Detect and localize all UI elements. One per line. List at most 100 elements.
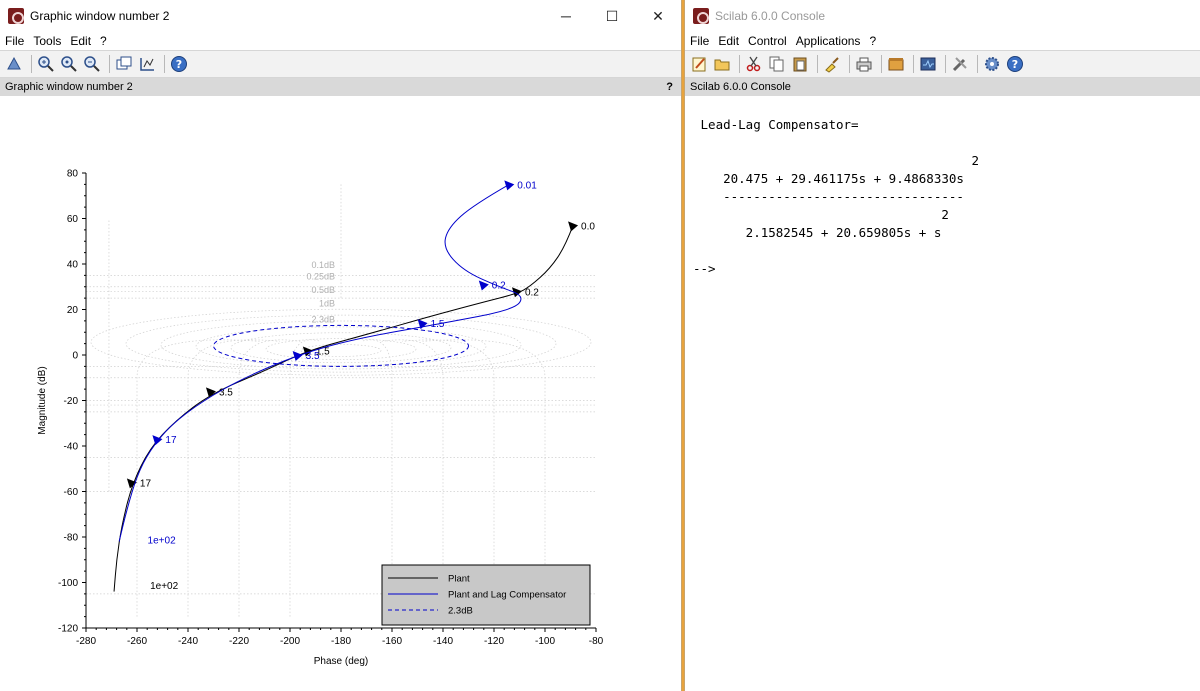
x-tick-label: -100: [535, 636, 555, 647]
editor-icon[interactable]: [689, 54, 709, 74]
rotate-icon[interactable]: [4, 54, 24, 74]
svg-text:?: ?: [1012, 58, 1018, 71]
y-tick-label: 60: [67, 214, 79, 225]
nichols-grid-phase-curve: [381, 339, 444, 617]
clear-icon[interactable]: [822, 54, 842, 74]
nichols-grid-phase-curve: [187, 339, 280, 617]
maximize-button[interactable]: ☐: [605, 7, 619, 24]
paste-icon[interactable]: [790, 54, 810, 74]
y-tick-label: 0: [72, 351, 78, 362]
nichols-grid-contour: [300, 344, 382, 357]
x-tick-label: -260: [127, 636, 147, 647]
toolbar-separator: [739, 55, 740, 73]
scilab-app-icon: [693, 8, 709, 24]
legend-entry: 2.3dB: [448, 606, 473, 617]
console-toolbar: ?: [685, 50, 1200, 78]
toolbar-separator: [881, 55, 882, 73]
copy-icon[interactable]: [767, 54, 787, 74]
y-axis-label: Magnitude (dB): [37, 366, 48, 434]
menu-help[interactable]: ?: [100, 34, 107, 48]
graphic-window-titlebar[interactable]: Graphic window number 2 ─ ☐ ✕: [0, 0, 681, 32]
datatips-icon[interactable]: [114, 54, 134, 74]
series-2.3db-contour: [213, 324, 469, 367]
series-marker-label: 1e+02: [150, 581, 179, 592]
console-dock-bar[interactable]: Scilab 6.0.0 Console: [685, 78, 1200, 96]
menu-tools[interactable]: Tools: [33, 34, 62, 48]
dock-help-icon[interactable]: ?: [666, 81, 673, 93]
xcos-icon[interactable]: [918, 54, 938, 74]
series-marker-label: 17: [140, 478, 152, 489]
axes-editor-icon[interactable]: [137, 54, 157, 74]
series-plant-lag-line: [118, 183, 522, 542]
nichols-grid-contour: [125, 314, 557, 373]
menu-help[interactable]: ?: [869, 34, 877, 48]
console-output[interactable]: Lead-Lag Compensator= 2 20.475 + 29.4611…: [685, 96, 1200, 278]
scilab-app-icon: [8, 8, 24, 24]
y-tick-label: 80: [67, 169, 79, 180]
graphic-dock-bar[interactable]: Graphic window number 2 ?: [0, 78, 681, 96]
console-window-titlebar[interactable]: Scilab 6.0.0 Console: [685, 0, 1200, 32]
nichols-grid-phase-curve: [238, 339, 301, 617]
series-marker-label: 0.01: [517, 180, 537, 191]
tools-icon[interactable]: [950, 54, 970, 74]
series-marker-label: 0.2: [525, 287, 539, 298]
toolbar-separator: [31, 55, 32, 73]
zoom-out-icon[interactable]: [82, 54, 102, 74]
print-icon[interactable]: [854, 54, 874, 74]
x-tick-label: -220: [229, 636, 249, 647]
toolbar-separator: [849, 55, 850, 73]
menu-edit[interactable]: Edit: [70, 34, 92, 48]
console-line: [693, 134, 1200, 152]
nichols-grid-contour: [230, 332, 452, 364]
x-tick-label: -140: [433, 636, 453, 647]
x-tick-label: -200: [280, 636, 300, 647]
console-line: 2: [693, 207, 949, 222]
legend-entry: Plant and Lag Compensator: [448, 590, 566, 601]
nichols-grid-label: 0.1dB: [311, 260, 335, 270]
x-tick-label: -280: [76, 636, 96, 647]
console-dock-title: Scilab 6.0.0 Console: [690, 81, 791, 93]
console-prompt[interactable]: -->: [693, 261, 716, 276]
console-line: [693, 242, 1200, 260]
series-marker-arrow: [511, 287, 522, 298]
graphic-toolbar: ?: [0, 50, 681, 78]
x-tick-label: -240: [178, 636, 198, 647]
zoom-reset-icon[interactable]: [59, 54, 79, 74]
module-icon[interactable]: [886, 54, 906, 74]
plot-area[interactable]: 0.1dB 0.25dB 0.5dB 1dB 2.3dB -280 -260 -240 -220…: [0, 96, 682, 691]
series-marker-label: 1e+02: [148, 535, 177, 546]
console-menubar: File Edit Control Applications ?: [685, 32, 1200, 50]
help-icon[interactable]: ?: [1005, 54, 1025, 74]
nichols-grid-label: 1dB: [319, 299, 335, 309]
help-icon[interactable]: ?: [169, 54, 189, 74]
console-window-title: Scilab 6.0.0 Console: [715, 9, 826, 23]
minimize-button[interactable]: ─: [561, 8, 571, 24]
series-marker-label: 0.2: [492, 280, 506, 291]
zoom-in-icon[interactable]: [36, 54, 56, 74]
settings-icon[interactable]: [982, 54, 1002, 74]
series-marker-label: 3.5: [306, 351, 320, 362]
menu-applications[interactable]: Applications: [795, 34, 861, 48]
toolbar-separator: [945, 55, 946, 73]
menu-file[interactable]: File: [5, 34, 25, 48]
nichols-grid: [86, 184, 596, 617]
console-line: 2: [693, 153, 979, 168]
cut-icon[interactable]: [744, 54, 764, 74]
menu-control[interactable]: Control: [748, 34, 787, 48]
menu-edit[interactable]: Edit: [718, 34, 740, 48]
toolbar-separator: [164, 55, 165, 73]
open-icon[interactable]: [712, 54, 732, 74]
nichols-grid-contour: [160, 320, 522, 370]
series-marker-label: 1.5: [316, 346, 330, 357]
series-marker-arrow: [152, 435, 163, 446]
nichols-grid-phase-curve: [402, 339, 495, 617]
series-marker-label: 1.5: [431, 319, 445, 330]
close-button[interactable]: ✕: [652, 7, 664, 24]
window-divider: [682, 0, 684, 691]
nichols-grid-label: 0.25dB: [306, 271, 335, 281]
menu-file[interactable]: File: [690, 34, 710, 48]
x-tick-label: -160: [382, 636, 402, 647]
svg-text:?: ?: [176, 58, 182, 71]
series-marker-arrow: [126, 478, 137, 489]
